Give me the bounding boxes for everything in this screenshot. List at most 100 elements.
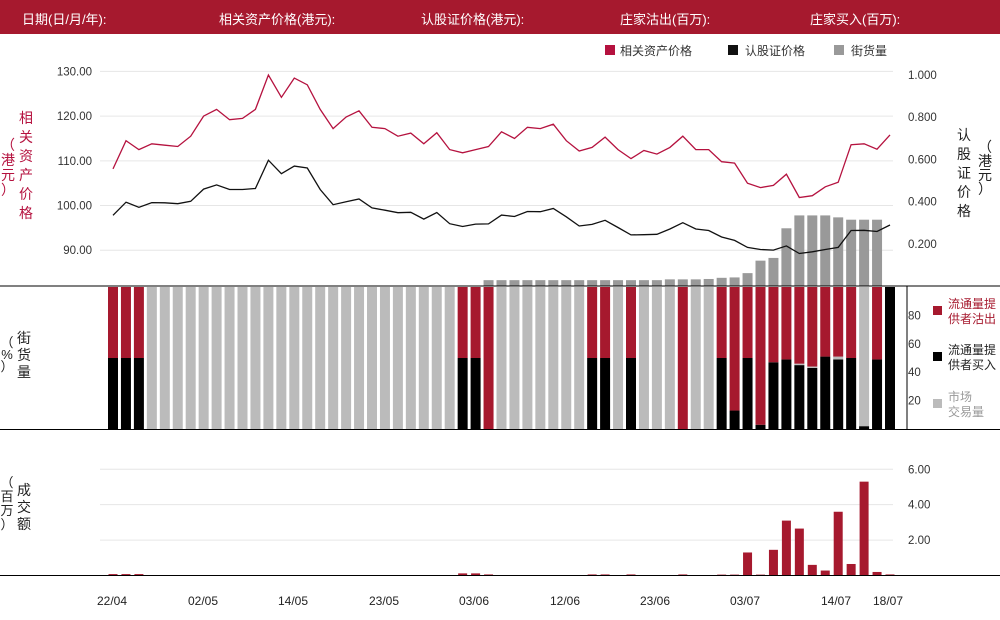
mm-buy-bar <box>872 359 883 429</box>
header-bar: 日期(日/月/年): 相关资产价格(港元): 认股证价格(港元): 庄家沽出(百… <box>0 0 1000 34</box>
market-bar <box>302 287 313 429</box>
right-axis-title-char: 认 <box>957 127 971 143</box>
right-axis-unit-char: 元 <box>978 167 992 183</box>
right-tick-label: 1.000 <box>908 70 937 82</box>
date-tick-label: 23/06 <box>640 594 670 608</box>
turnover-tick-label: 6.00 <box>908 464 930 476</box>
turnover-bar <box>872 571 882 576</box>
mm-sell-bar <box>872 287 883 360</box>
pct-legend-label: 供者买入 <box>948 358 996 372</box>
turnover-bar <box>484 574 494 576</box>
outstanding-bar <box>755 260 766 286</box>
outstanding-bar <box>613 280 624 286</box>
turnover-bar <box>121 574 131 576</box>
mm-sell-bar <box>781 287 792 360</box>
market-bar <box>535 287 546 429</box>
mm-buy-bar <box>859 426 870 429</box>
turnover-axis-title-char: 成 <box>17 482 31 498</box>
mm-sell-bar <box>483 287 494 429</box>
turnover-bar <box>846 563 856 576</box>
turnover-bar <box>859 481 869 576</box>
date-tick-label: 02/05 <box>188 594 218 608</box>
outstanding-bar <box>600 280 611 286</box>
mm-sell-bar <box>600 287 611 358</box>
mm-buy-bar <box>716 358 727 429</box>
mm-buy-bar <box>885 287 895 429</box>
market-bar <box>509 287 520 429</box>
pct-legend-label: 市场 <box>948 389 972 404</box>
mm-sell-bar <box>755 287 766 425</box>
legend-marker-icon <box>933 352 942 361</box>
turnover-bar <box>678 574 688 576</box>
pct-axis-title-char: 街 <box>17 330 31 346</box>
turnover-bar <box>768 549 778 576</box>
legend-marker-icon <box>605 45 615 55</box>
mm-sell-bar <box>457 287 468 358</box>
pct-tick-label: 80 <box>908 310 921 322</box>
mm-sell-bar <box>120 287 131 358</box>
market-bar <box>263 287 274 429</box>
left-axis-title-char: 资 <box>19 148 33 164</box>
market-bar <box>405 287 416 429</box>
pct-tick-label: 40 <box>908 367 921 379</box>
mm-sell-bar <box>587 287 598 358</box>
pct-axis-unit-char: （ <box>0 335 13 350</box>
mm-buy-bar <box>108 358 118 429</box>
legend-marker-icon <box>834 45 844 55</box>
right-tick-label: 0.200 <box>908 239 937 251</box>
turnover-axis-unit-char: 万 <box>0 503 13 518</box>
mm-buy-bar <box>846 358 857 429</box>
pct-tick-label: 20 <box>908 396 921 408</box>
market-bar <box>185 287 196 429</box>
outstanding-bar <box>703 278 714 286</box>
market-bar <box>613 287 624 429</box>
date-tick-label: 12/06 <box>550 594 580 608</box>
turnover-bar <box>108 574 118 576</box>
outstanding-bar <box>859 219 870 286</box>
market-bar <box>289 287 300 429</box>
legend-label: 认股证价格 <box>745 43 805 58</box>
turnover-bar <box>885 574 895 576</box>
mm-buy-bar <box>794 365 805 429</box>
turnover-tick-label: 2.00 <box>908 535 930 547</box>
left-axis-unit-char: 港 <box>1 152 15 168</box>
mm-sell-bar <box>108 287 118 358</box>
turnover-bar <box>471 573 481 576</box>
left-axis-title-char: 产 <box>19 167 33 183</box>
market-bar <box>651 287 662 429</box>
market-bar <box>159 287 170 429</box>
date-tick-label: 22/04 <box>97 594 127 608</box>
turnover-bar <box>458 573 468 576</box>
mm-sell-bar <box>133 287 144 358</box>
outstanding-bar <box>807 215 818 286</box>
outstanding-bar <box>820 215 831 286</box>
mm-buy-bar <box>781 359 792 429</box>
mm-sell-bar <box>742 287 753 358</box>
mm-sell-bar <box>807 287 818 367</box>
legend-label: 街货量 <box>851 43 887 58</box>
turnover-axis-unit-char: ） <box>0 517 13 532</box>
mm-buy-bar <box>470 358 481 429</box>
mm-sell-bar <box>626 287 636 358</box>
date-tick-label: 14/05 <box>278 594 308 608</box>
market-bar <box>574 287 585 429</box>
right-axis-unit-char: ） <box>978 181 992 197</box>
market-bar <box>664 287 675 429</box>
outstanding-bar <box>626 280 636 286</box>
left-tick-label: 90.00 <box>63 245 92 257</box>
outstanding-bar <box>781 228 792 286</box>
turnover-bar <box>833 511 843 576</box>
outstanding-bar <box>716 277 727 286</box>
mm-buy-bar <box>120 358 131 429</box>
mm-buy-bar <box>729 410 740 429</box>
market-bar <box>392 287 403 429</box>
market-bar <box>418 287 429 429</box>
mm-sell-bar <box>729 287 740 411</box>
pct-legend-label: 供者沽出 <box>948 312 996 326</box>
mm-sell-bar <box>470 287 481 358</box>
market-bar <box>833 356 844 360</box>
market-bar <box>328 287 339 429</box>
right-axis-title-char: 格 <box>957 203 971 219</box>
right-axis-unit-char: （ <box>978 139 992 155</box>
